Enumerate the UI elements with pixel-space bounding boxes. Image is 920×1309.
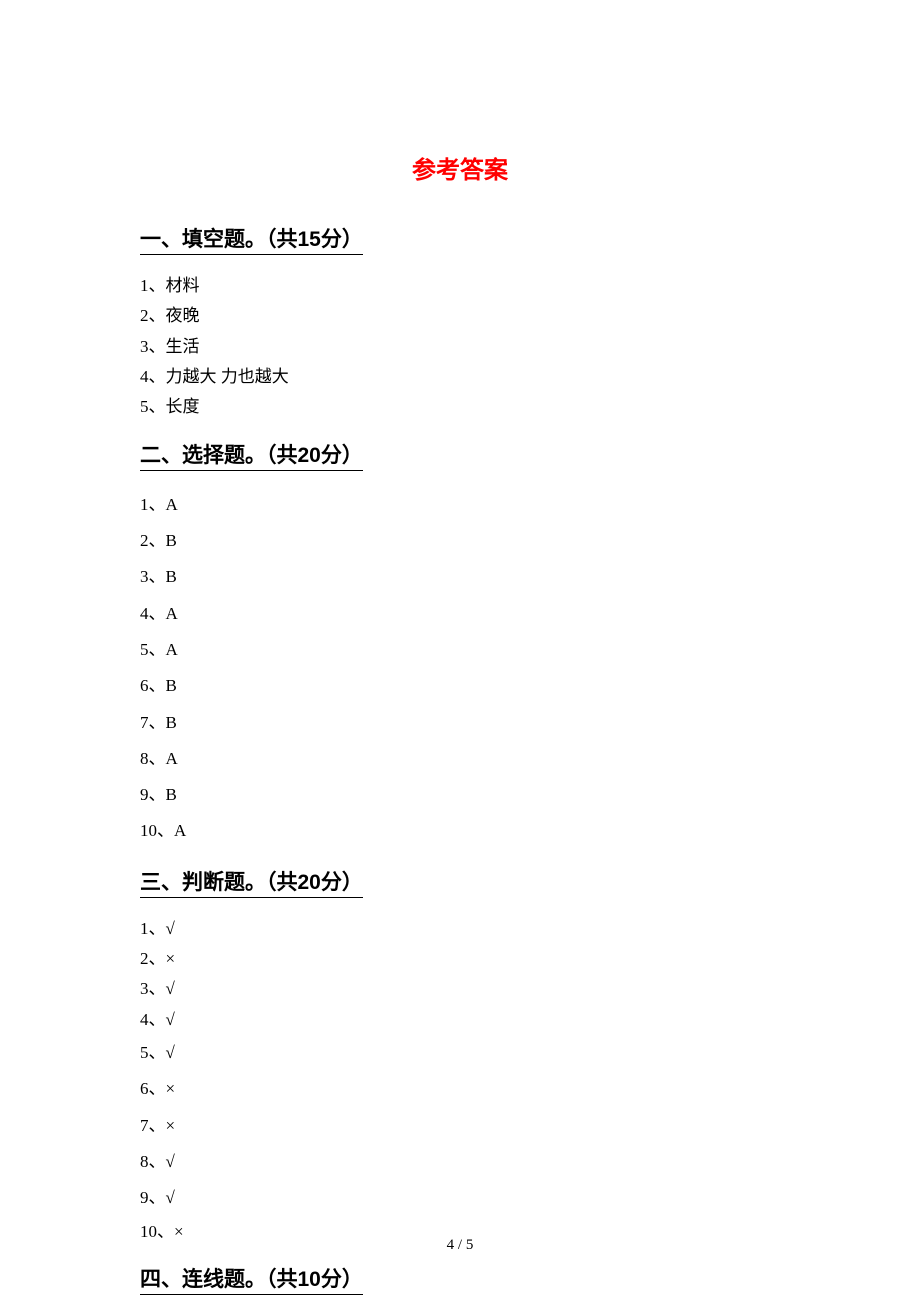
answer-item: 3、B — [140, 561, 780, 593]
answer-item: 3、√ — [140, 976, 780, 1002]
page-title: 参考答案 — [140, 150, 780, 185]
answer-item: 4、A — [140, 598, 780, 630]
answer-item: 2、× — [140, 946, 780, 972]
section-heading: 二、选择题。（共20分） — [140, 439, 363, 471]
document-page: 参考答案 一、填空题。（共15分） 1、材料 2、夜晚 3、生活 4、力越大 力… — [0, 0, 920, 1302]
section-match: 四、连线题。（共10分） — [140, 1249, 780, 1309]
section-heading: 四、连线题。（共10分） — [140, 1263, 363, 1295]
answer-item: 2、B — [140, 525, 780, 557]
answer-item: 3、生活 — [140, 334, 780, 360]
section-heading: 一、填空题。（共15分） — [140, 223, 363, 255]
answer-item: 10、A — [140, 815, 780, 847]
answer-item: 8、√ — [140, 1146, 780, 1178]
answer-item: 4、√ — [140, 1007, 780, 1033]
answer-item: 2、夜晚 — [140, 303, 780, 329]
answer-item: 1、√ — [140, 916, 780, 942]
answer-item: 7、B — [140, 707, 780, 739]
answer-item: 4、力越大 力也越大 — [140, 364, 780, 390]
answer-item: 9、√ — [140, 1182, 780, 1214]
answer-item: 7、× — [140, 1110, 780, 1142]
answer-item: 6、B — [140, 670, 780, 702]
answer-item: 8、A — [140, 743, 780, 775]
section-fill-blank: 一、填空题。（共15分） 1、材料 2、夜晚 3、生活 4、力越大 力也越大 5… — [140, 209, 780, 421]
section-choice: 二、选择题。（共20分） 1、A 2、B 3、B 4、A 5、A 6、B 7、B… — [140, 425, 780, 848]
answer-item: 1、A — [140, 489, 780, 521]
section-judge: 三、判断题。（共20分） 1、√ 2、× 3、√ 4、√ 5、√ 6、× 7、×… — [140, 852, 780, 1245]
answer-item: 5、A — [140, 634, 780, 666]
answer-item: 6、× — [140, 1073, 780, 1105]
section-heading: 三、判断题。（共20分） — [140, 866, 363, 898]
answer-item: 5、√ — [140, 1037, 780, 1069]
answer-item: 9、B — [140, 779, 780, 811]
answer-item: 5、长度 — [140, 394, 780, 420]
answer-item: 1、材料 — [140, 273, 780, 299]
page-footer: 4 / 5 — [0, 1237, 920, 1254]
